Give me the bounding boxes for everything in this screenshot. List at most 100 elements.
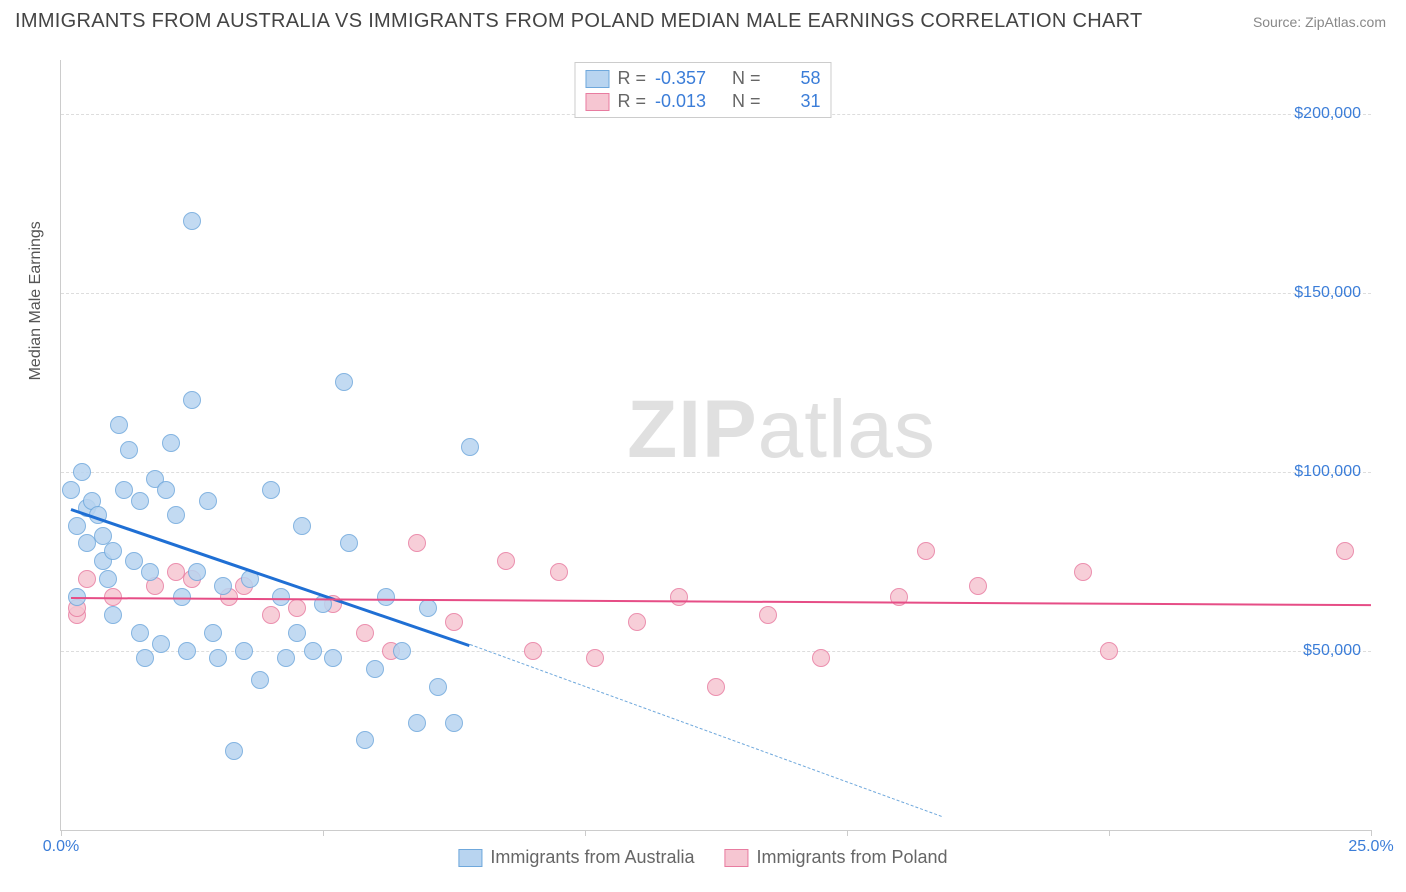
data-point-poland [628,613,646,631]
data-point-australia [419,599,437,617]
data-point-poland [408,534,426,552]
data-point-australia [178,642,196,660]
data-point-australia [141,563,159,581]
data-point-poland [969,577,987,595]
data-point-australia [188,563,206,581]
data-point-poland [445,613,463,631]
data-point-australia [262,481,280,499]
trend-line [470,644,942,817]
data-point-australia [136,649,154,667]
data-point-poland [524,642,542,660]
x-tick-label: 25.0% [1348,838,1393,856]
swatch-poland [585,93,609,111]
data-point-poland [1100,642,1118,660]
data-point-poland [917,542,935,560]
data-point-australia [335,373,353,391]
gridline [61,293,1371,294]
data-point-australia [461,438,479,456]
data-point-australia [152,635,170,653]
r-value-australia: -0.357 [654,68,706,89]
trend-line [71,508,470,647]
y-tick-label: $200,000 [1294,105,1361,123]
n-value-australia: 58 [769,68,821,89]
data-point-poland [262,606,280,624]
data-point-poland [356,624,374,642]
y-tick-label: $100,000 [1294,463,1361,481]
data-point-poland [812,649,830,667]
data-point-australia [204,624,222,642]
legend-series: Immigrants from Australia Immigrants fro… [448,847,957,868]
data-point-australia [110,416,128,434]
data-point-poland [586,649,604,667]
data-point-australia [288,624,306,642]
data-point-australia [104,606,122,624]
data-point-australia [162,434,180,452]
data-point-australia [251,671,269,689]
data-point-australia [183,391,201,409]
data-point-australia [131,492,149,510]
data-point-australia [62,481,80,499]
data-point-australia [125,552,143,570]
x-tick [61,830,62,836]
r-value-poland: -0.013 [654,91,706,112]
data-point-poland [550,563,568,581]
x-tick-label: 0.0% [43,838,79,856]
chart-container: Median Male Earnings ZIPatlas $50,000 $10… [15,40,1391,870]
data-point-australia [340,534,358,552]
data-point-australia [209,649,227,667]
data-point-australia [393,642,411,660]
data-point-australia [183,212,201,230]
data-point-australia [293,517,311,535]
data-point-australia [366,660,384,678]
swatch-poland-bottom [724,849,748,867]
data-point-poland [707,678,725,696]
data-point-poland [497,552,515,570]
data-point-australia [115,481,133,499]
data-point-australia [445,714,463,732]
gridline [61,472,1371,473]
data-point-poland [670,588,688,606]
swatch-australia [585,70,609,88]
legend-row-poland: R = -0.013 N = 31 [585,90,820,113]
x-tick [1109,830,1110,836]
trend-line [71,597,1371,606]
chart-title: IMMIGRANTS FROM AUSTRALIA VS IMMIGRANTS … [15,10,1143,33]
data-point-australia [73,463,91,481]
data-point-australia [356,731,374,749]
legend-item-australia: Immigrants from Australia [458,847,694,868]
legend-item-poland: Immigrants from Poland [724,847,947,868]
data-point-australia [68,517,86,535]
data-point-australia [324,649,342,667]
data-point-australia [120,441,138,459]
x-tick [1371,830,1372,836]
data-point-australia [99,570,117,588]
x-tick [585,830,586,836]
x-tick [323,830,324,836]
plot-area: ZIPatlas $50,000$100,000$150,000$200,000… [60,60,1371,831]
chart-header: IMMIGRANTS FROM AUSTRALIA VS IMMIGRANTS … [0,0,1406,33]
data-point-australia [377,588,395,606]
y-axis-title: Median Male Earnings [27,221,45,380]
legend-correlation: R = -0.357 N = 58 R = -0.013 N = 31 [574,62,831,118]
chart-source: Source: ZipAtlas.com [1253,10,1386,30]
n-value-poland: 31 [769,91,821,112]
gridline [61,651,1371,652]
y-tick-label: $50,000 [1303,642,1361,660]
swatch-australia-bottom [458,849,482,867]
data-point-poland [1074,563,1092,581]
data-point-poland [288,599,306,617]
data-point-australia [157,481,175,499]
data-point-australia [235,642,253,660]
data-point-australia [225,742,243,760]
data-point-australia [408,714,426,732]
data-point-australia [429,678,447,696]
data-point-australia [214,577,232,595]
data-point-australia [304,642,322,660]
legend-row-australia: R = -0.357 N = 58 [585,67,820,90]
data-point-australia [104,542,122,560]
data-point-poland [1336,542,1354,560]
x-tick [847,830,848,836]
data-point-australia [199,492,217,510]
data-point-poland [78,570,96,588]
watermark: ZIPatlas [627,383,936,477]
